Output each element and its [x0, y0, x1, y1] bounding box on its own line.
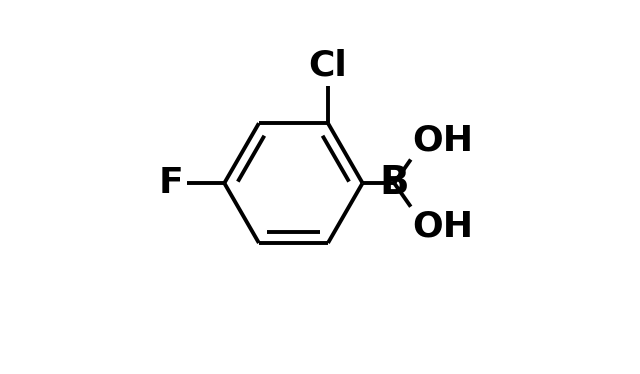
- Text: Cl: Cl: [308, 49, 348, 83]
- Text: B: B: [380, 164, 409, 202]
- Text: F: F: [159, 166, 184, 200]
- Text: OH: OH: [412, 123, 474, 157]
- Text: OH: OH: [412, 209, 474, 243]
